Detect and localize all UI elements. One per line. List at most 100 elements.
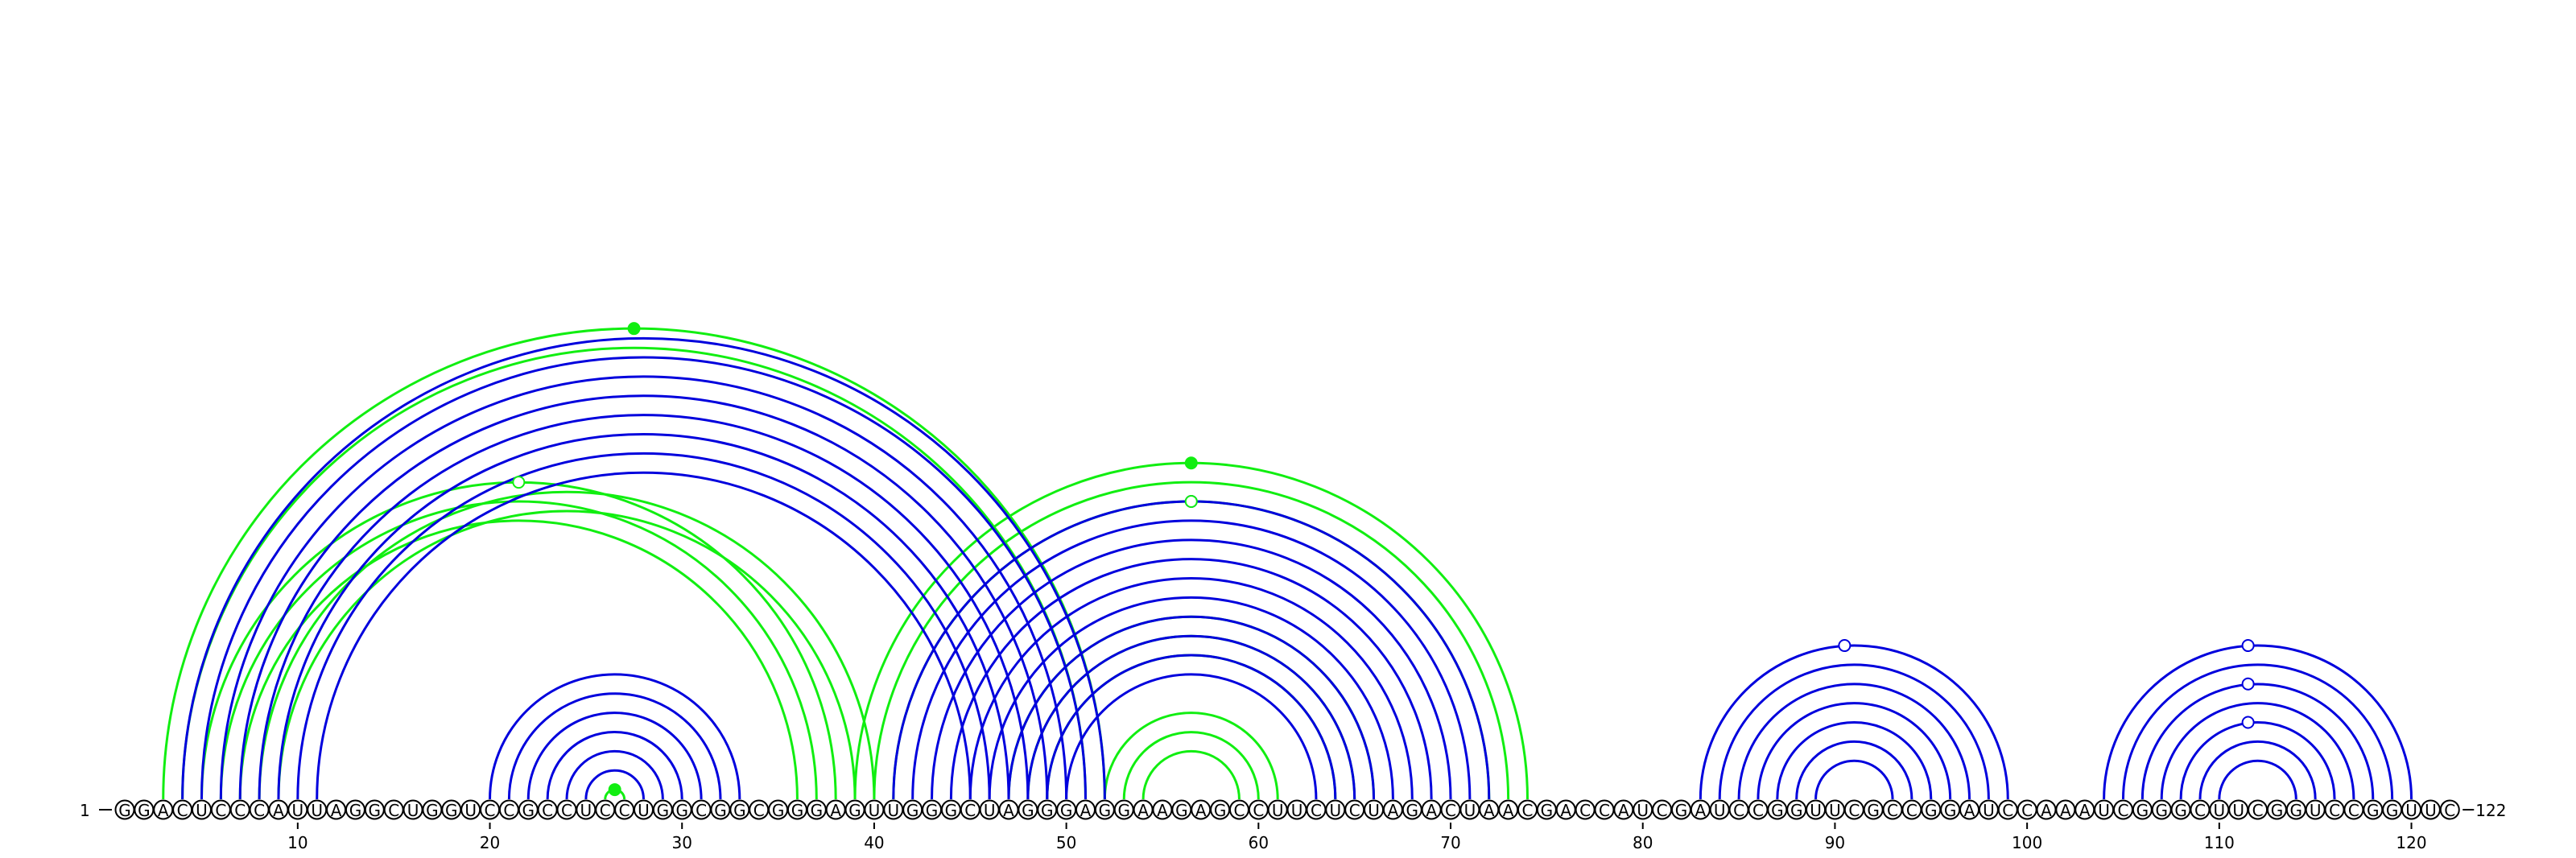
- blue-pair-arc: [1737, 683, 1971, 800]
- nucleotide-letter: G: [714, 801, 727, 820]
- nucleotide-letter: G: [1022, 801, 1034, 820]
- nucleotide-letter: G: [1175, 801, 1188, 820]
- nucleotide-letter: A: [331, 801, 342, 820]
- tick-label: 10: [287, 833, 308, 852]
- nucleotide-letter: A: [1560, 801, 1571, 820]
- blue-pair-arc: [2121, 663, 2394, 800]
- nucleotide-letter: A: [2060, 801, 2071, 820]
- nucleotide-letter: G: [791, 801, 804, 820]
- nucleotide-letter: C: [753, 801, 765, 820]
- position-axis: 10 20 30 40 50 60 70 80 90 100 110 120: [287, 823, 2427, 852]
- green-pair-arc: [1103, 712, 1279, 800]
- nucleotide-letter: C: [177, 801, 188, 820]
- nucleotide-letter: U: [869, 801, 881, 820]
- nucleotide-letter: U: [887, 801, 899, 820]
- nucleotide-letter: A: [1195, 801, 1207, 820]
- blue-pair-arc: [949, 558, 1433, 800]
- nucleotide-letter: A: [830, 801, 841, 820]
- open-marker: [1838, 639, 1852, 653]
- nucleotide-letter: C: [1349, 801, 1360, 820]
- nucleotide-letter: G: [926, 801, 939, 820]
- filled-marker: [1184, 456, 1198, 470]
- nucleotide-letter: G: [945, 801, 958, 820]
- nucleotide-letter: G: [426, 801, 439, 820]
- blue-pair-arc: [277, 433, 1010, 800]
- nucleotide-letter: C: [503, 801, 514, 820]
- nucleotide-letter: C: [542, 801, 553, 820]
- nucleotide-letter: A: [1080, 801, 1092, 820]
- nucleotide-letter: A: [1003, 801, 1014, 820]
- open-marker: [1184, 495, 1198, 509]
- nucleotide-letter: U: [638, 801, 650, 820]
- nucleotide-letter: C: [1733, 801, 1744, 820]
- markers-layer: [512, 322, 2255, 797]
- nucleotide-letter: U: [1714, 801, 1726, 820]
- nucleotide-letter: G: [1925, 801, 1938, 820]
- nucleotide-letter: A: [2079, 801, 2091, 820]
- open-marker: [2241, 716, 2255, 729]
- nucleotide-letter: U: [196, 801, 208, 820]
- nucleotide-letter: C: [1906, 801, 1918, 820]
- blue-pair-arc: [931, 538, 1452, 800]
- nucleotide-letter: C: [1253, 801, 1264, 820]
- blue-pair-arc: [988, 596, 1394, 800]
- blue-pair-arc: [565, 749, 664, 800]
- nucleotide-letter: G: [675, 801, 688, 820]
- blue-pair-arc: [2198, 740, 2317, 800]
- nucleotide-letter: U: [292, 801, 304, 820]
- nucleotide-letter: U: [1810, 801, 1822, 820]
- nucleotide-letter: C: [561, 801, 572, 820]
- nucleotide-letter: G: [2155, 801, 2168, 820]
- arcs-layer: [162, 327, 2413, 800]
- nucleotide-letter: G: [1041, 801, 1054, 820]
- tick-label: 70: [1440, 833, 1460, 852]
- nucleotide-letter: C: [1657, 801, 1668, 820]
- blue-pair-arc: [1814, 759, 1894, 800]
- nucleotide-letter: A: [1503, 801, 1514, 820]
- tick-label: 120: [2396, 833, 2426, 852]
- nucleotide-letter: U: [1329, 801, 1341, 820]
- nucleotide-letter: U: [2405, 801, 2417, 820]
- blue-pair-arc: [219, 375, 1068, 800]
- nucleotide-letter: G: [138, 801, 151, 820]
- nucleotide-letter: G: [445, 801, 458, 820]
- nucleotide-letter: G: [906, 801, 919, 820]
- blue-pair-arc: [489, 673, 741, 800]
- blue-pair-arc: [2140, 683, 2375, 800]
- blue-pair-arc: [2179, 721, 2336, 800]
- nucleotide-letter: C: [1233, 801, 1245, 820]
- nucleotide-letter: U: [407, 801, 419, 820]
- nucleotide-letter: C: [600, 801, 611, 820]
- nucleotide-letter: U: [1291, 801, 1303, 820]
- nucleotide-letter: A: [1695, 801, 1706, 820]
- nucleotide-letter: U: [464, 801, 477, 820]
- blue-pair-arc: [238, 394, 1049, 800]
- nucleotide-letter: G: [2367, 801, 2380, 820]
- open-marker: [2241, 639, 2255, 653]
- nucleotide-letter: C: [2348, 801, 2359, 820]
- green-pair-arc: [200, 481, 837, 800]
- nucleotide-letter: C: [1848, 801, 1860, 820]
- nucleotide-letter: G: [1771, 801, 1784, 820]
- nucleotide-letter: G: [369, 801, 382, 820]
- tick-label: 100: [2012, 833, 2042, 852]
- nucleotide-letter: C: [696, 801, 707, 820]
- blue-pair-arc: [1699, 644, 2009, 800]
- blue-pair-arc: [1757, 702, 1952, 800]
- blue-pair-arc: [1046, 654, 1337, 800]
- green-pair-arc: [1141, 749, 1241, 800]
- nucleotide-letter: G: [522, 801, 535, 820]
- nucleotide-letter: G: [2174, 801, 2187, 820]
- nucleotide-letter: C: [2002, 801, 2013, 820]
- nucleotide-circle: [2439, 799, 2460, 820]
- nucleotide-letter: U: [1464, 801, 1476, 820]
- start-label: 1: [80, 801, 90, 820]
- nucleotide-letter: G: [733, 801, 746, 820]
- nucleotide-letter: G: [349, 801, 362, 820]
- nucleotide-letter: G: [1944, 801, 1957, 820]
- tick-label: 20: [480, 833, 500, 852]
- nucleotide-letter: C: [1522, 801, 1534, 820]
- blue-pair-arc: [546, 731, 683, 800]
